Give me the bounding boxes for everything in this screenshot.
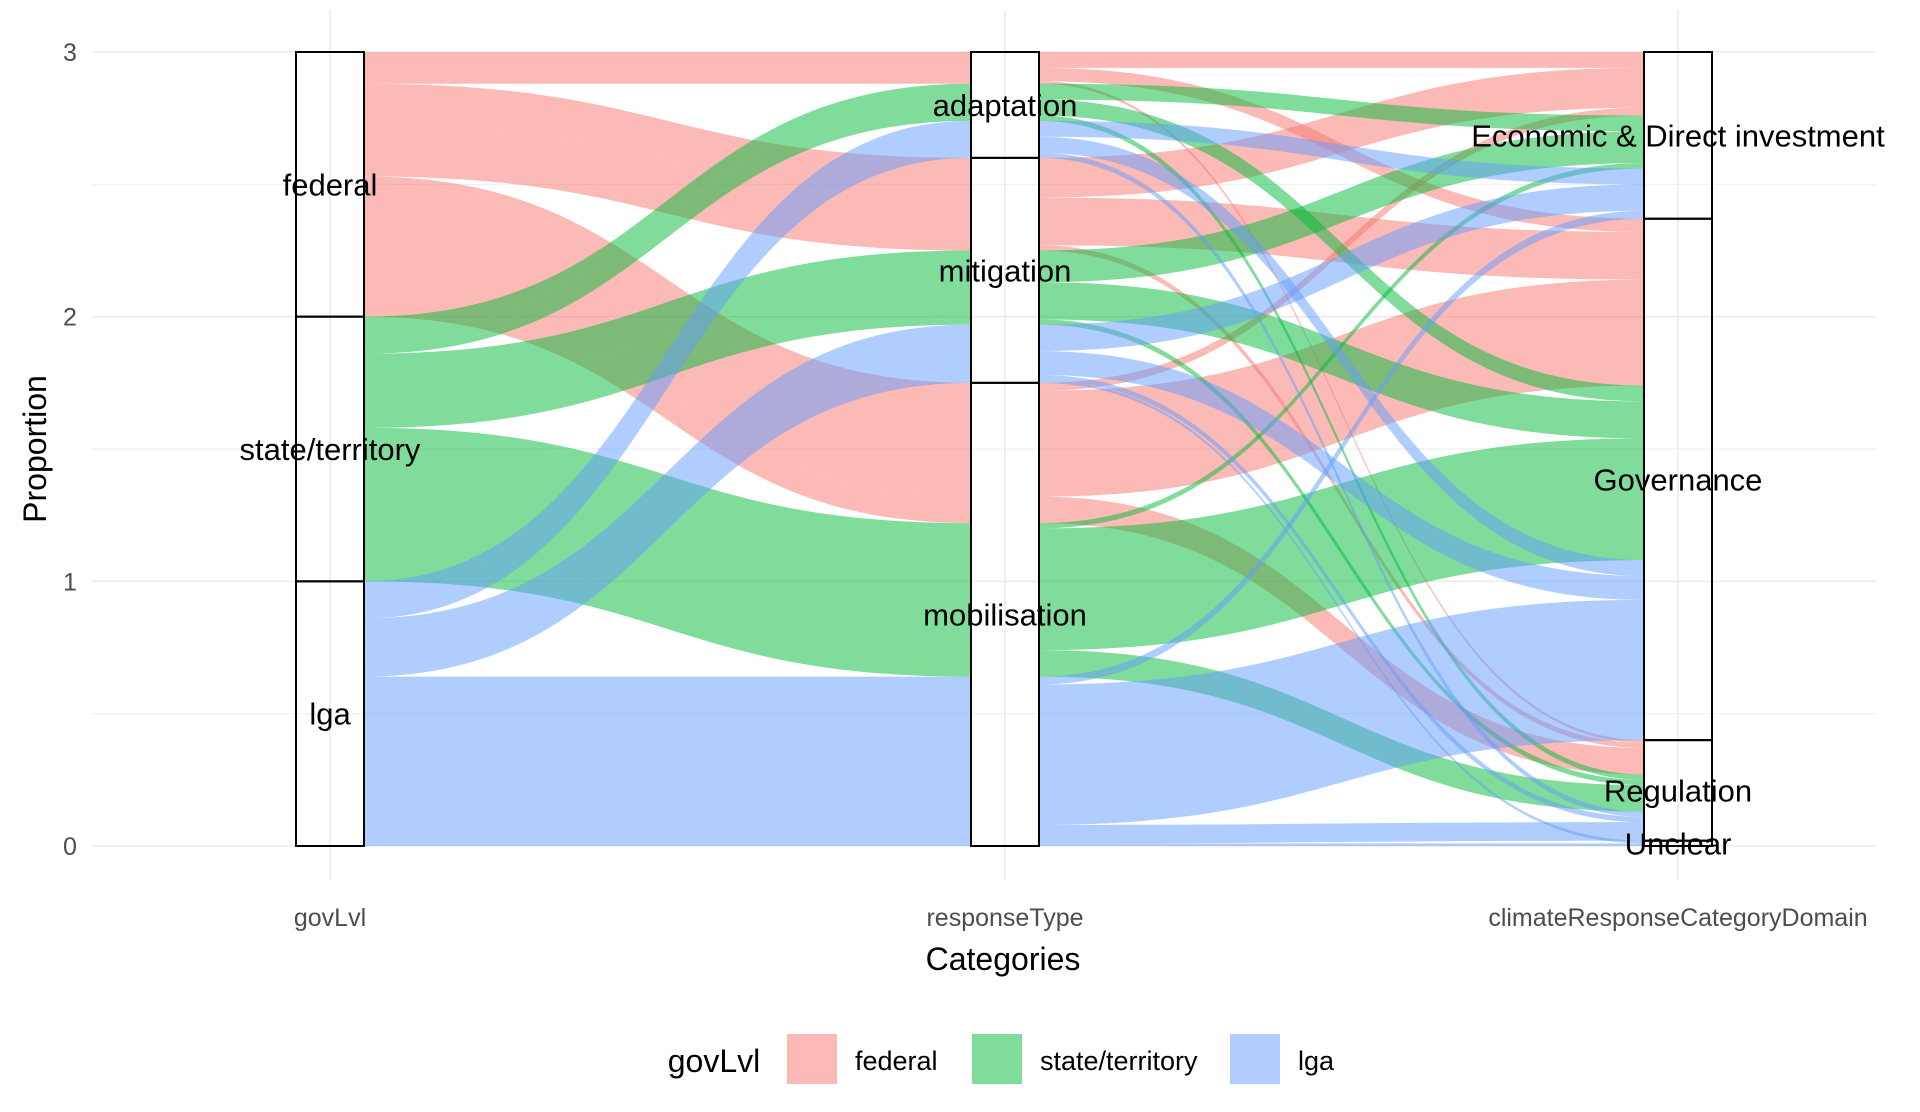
flow-federal	[1039, 496, 1644, 775]
flow-state-territory	[364, 99, 971, 349]
flow-lga	[364, 843, 971, 846]
flow-federal	[364, 176, 971, 391]
flow-lga	[1039, 120, 1644, 185]
flow-lga	[364, 374, 971, 674]
flow-state-territory	[364, 554, 971, 677]
flow-lga	[1039, 822, 1644, 844]
flow-state-territory	[1039, 163, 1644, 529]
legend-label: lga	[1298, 1046, 1335, 1076]
stratum-label: state/territory	[240, 432, 421, 467]
x-tick-label: climateResponseCategoryDomain	[1488, 904, 1867, 932]
stratum-label: mobilisation	[923, 597, 1087, 632]
stratum-label: Governance	[1594, 462, 1763, 497]
flow-federal	[364, 123, 971, 246]
flow-lga	[1039, 136, 1644, 577]
flow-state-territory	[364, 433, 971, 651]
flow-federal	[364, 67, 971, 82]
y-ticks: 0 1 2 3	[63, 39, 77, 861]
stratum-box	[970, 381, 1040, 847]
y-tick-label: 3	[63, 39, 77, 67]
legend-key-state-territory	[972, 1034, 1022, 1084]
flow-lga	[364, 324, 971, 645]
legend-label: federal	[855, 1046, 938, 1076]
legend-key-federal	[787, 1034, 837, 1084]
stratum-label: lga	[309, 697, 351, 732]
flow-federal	[1039, 279, 1644, 497]
flow-federal	[364, 81, 971, 84]
x-tick-label: govLvl	[294, 904, 366, 932]
legend-title: govLvl	[668, 1043, 761, 1079]
flow-state-territory	[1039, 438, 1644, 651]
flow-federal	[1039, 67, 1644, 198]
flow-lga	[1039, 374, 1644, 823]
flow-lga	[364, 120, 971, 598]
flow-lga	[1039, 351, 1644, 600]
stratum-label: federal	[283, 167, 378, 202]
flow-lga	[1039, 184, 1644, 352]
stratum-box	[1643, 839, 1713, 847]
flow-federal	[364, 83, 971, 198]
flow-lga	[1039, 380, 1644, 844]
x-tick-label: responseType	[926, 904, 1083, 932]
flow-federal	[364, 52, 971, 68]
x-axis-title: Categories	[926, 941, 1081, 977]
x-ticks: govLvl responseType climateResponseCategor…	[294, 904, 1868, 932]
flow-lga	[364, 136, 971, 614]
flow-lga	[364, 676, 971, 685]
flow-lga	[1039, 210, 1644, 685]
stratum-box	[295, 580, 365, 847]
legend: govLvl federal state/territory lga	[668, 1034, 1335, 1084]
stratum-label: Unclear	[1625, 826, 1732, 861]
stratum-label: adaptation	[933, 88, 1078, 123]
flow-lga	[1039, 843, 1644, 846]
flow-lga	[364, 380, 971, 677]
flow-federal	[364, 290, 971, 524]
stratum-label: mitigation	[939, 253, 1072, 288]
flow-federal	[1039, 52, 1644, 68]
flows	[364, 52, 1644, 846]
flow-state-territory	[364, 250, 971, 386]
flow-state-territory	[364, 115, 971, 354]
legend-key-lga	[1230, 1034, 1280, 1084]
y-tick-label: 2	[63, 304, 77, 332]
stratum-label: Economic & Direct investment	[1471, 118, 1885, 153]
flow-lga	[364, 824, 971, 844]
flow-lga	[364, 351, 971, 669]
flow-state-territory	[1039, 99, 1644, 402]
strata: federal state/territory lga adaptation mitig…	[240, 51, 1885, 861]
flow-lga	[364, 684, 971, 825]
flow-state-territory	[364, 83, 971, 333]
y-axis-title: Proportion	[17, 375, 53, 523]
y-tick-label: 1	[63, 568, 77, 596]
flow-state-territory	[1039, 83, 1644, 132]
flow-lga	[364, 152, 971, 619]
legend-label: state/territory	[1040, 1046, 1198, 1076]
flow-lga	[1039, 599, 1644, 825]
stratum-label: Regulation	[1604, 773, 1752, 808]
flow-federal	[1039, 197, 1644, 280]
y-tick-label: 0	[63, 833, 77, 861]
